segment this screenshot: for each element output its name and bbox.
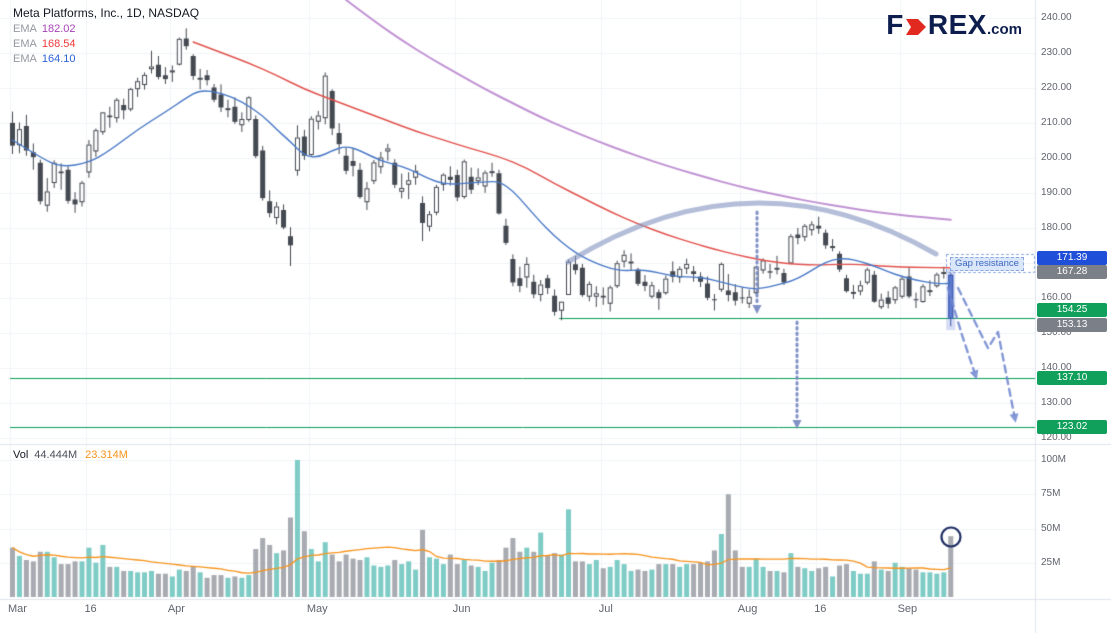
price-axis-tick: 130.00 [1041, 396, 1072, 408]
ema-value: 168.54 [41, 38, 76, 50]
volume-axis-tick: 75M [1041, 488, 1061, 500]
price-axis-tick: 190.00 [1041, 186, 1072, 198]
price-axis-badge[interactable]: 153.13 [1037, 317, 1107, 332]
forex-logo-mark-icon [905, 16, 927, 38]
volume-axis-tick: 25M [1041, 556, 1061, 568]
ema-legend-row-3[interactable]: EMA 164.10 [13, 53, 199, 65]
forex-logo-com: .com [986, 21, 1022, 38]
price-axis-badge[interactable]: 167.28 [1037, 265, 1107, 280]
forex-logo-f: F [886, 9, 904, 40]
price-axis-badge[interactable]: 137.10 [1037, 370, 1107, 385]
volume-ma-value: 23.314M [85, 449, 128, 461]
price-axis-tick: 180.00 [1041, 221, 1072, 233]
time-axis-label: Mar [8, 603, 27, 615]
price-axis-tick: 240.00 [1041, 11, 1072, 23]
ema-label: EMA [13, 23, 37, 35]
price-axis-tick: 120.00 [1041, 431, 1072, 443]
price-axis-tick: 200.00 [1041, 151, 1072, 163]
ema-value: 182.02 [41, 23, 76, 35]
price-axis-tick: 210.00 [1041, 116, 1072, 128]
price-axis-tick: 140.00 [1041, 361, 1072, 373]
time-axis-label: Apr [167, 603, 185, 615]
price-axis-tick: 220.00 [1041, 81, 1072, 93]
symbol-title[interactable]: Meta Platforms, Inc., 1D, NASDAQ [13, 6, 200, 20]
price-axis-badge[interactable]: 154.25 [1037, 302, 1107, 317]
time-axis-label: Jul [598, 603, 613, 615]
price-axis-tick: 230.00 [1041, 46, 1072, 58]
time-axis-label: May [306, 603, 328, 615]
price-axis-tick: 160.00 [1041, 291, 1072, 303]
time-axis-label: Aug [737, 603, 758, 615]
gap-resistance-label[interactable]: Gap resistance [950, 257, 1024, 271]
time-axis-label: Sep [897, 603, 918, 615]
volume-label: Vol [13, 449, 29, 461]
volume-axis-tick: 100M [1041, 454, 1067, 465]
ema-label: EMA [13, 53, 37, 65]
forex-logo-rex: REX [927, 9, 987, 40]
time-axis-label: 16 [84, 603, 97, 615]
price-axis-badge[interactable]: 123.02 [1037, 419, 1107, 434]
ema-label: EMA [13, 38, 37, 50]
ema-value: 164.10 [41, 53, 76, 65]
time-axis-label: 16 [814, 603, 827, 615]
volume-value: 44.444M [34, 449, 78, 461]
forex-logo: F REX .com [886, 9, 1022, 41]
time-axis-label: Jun [452, 603, 471, 615]
volume-axis-tick: 50M [1041, 522, 1061, 534]
ema-legend-row-2[interactable]: EMA 168.54 [13, 38, 199, 50]
volume-legend[interactable]: Vol 44.444M 23.314M [13, 449, 128, 461]
ema-legend-row-1[interactable]: EMA 182.02 [13, 23, 199, 35]
price-axis-badge[interactable]: 171.39 [1037, 250, 1107, 265]
symbol-legend: Meta Platforms, Inc., 1D, NASDAQ EMA 182.… [13, 6, 199, 65]
price-axis-tick: 150.00 [1041, 326, 1072, 338]
